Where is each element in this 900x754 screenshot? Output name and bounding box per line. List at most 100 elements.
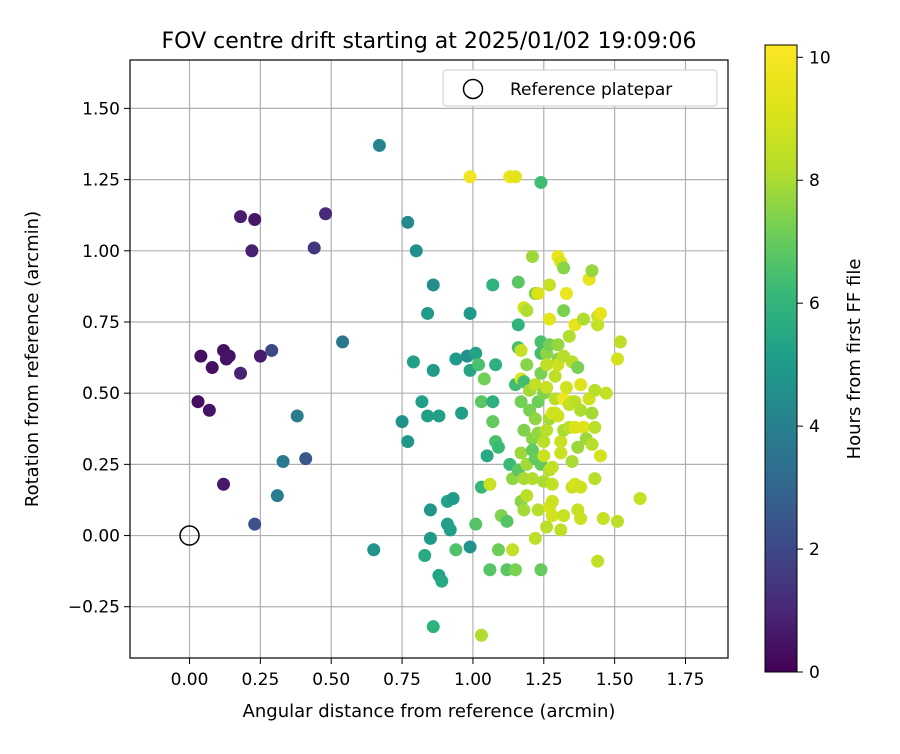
data-point [534,563,548,577]
data-point [554,435,568,449]
legend-box [442,69,718,107]
data-point [559,380,573,394]
data-point [205,361,219,375]
plot-frame [129,59,729,659]
data-point [500,514,514,528]
data-point [591,554,605,568]
data-point [540,520,554,534]
data-point [265,343,279,357]
x-tick-label: 1.75 [667,670,705,690]
data-point [415,395,429,409]
data-point [542,278,556,292]
data-point [557,304,571,318]
data-point [565,455,579,469]
data-point [520,304,534,318]
data-point [540,380,554,394]
data-point [423,503,437,517]
data-point [585,264,599,278]
data-point [421,306,435,320]
data-point [372,138,386,152]
data-point [248,517,262,531]
data-point [574,480,588,494]
data-point [576,312,590,326]
y-tick-label: 1.00 [82,242,120,262]
x-tick-label: 0.50 [312,670,350,690]
data-point [562,329,576,343]
y-tick-label: 0.25 [82,455,120,475]
data-point [610,352,624,366]
data-point [528,531,542,545]
data-point [525,249,539,263]
data-point [234,366,248,380]
data-point [545,494,559,508]
data-point [234,210,248,224]
data-point [463,540,477,554]
colorbar-tick-label: 8 [809,171,820,191]
data-point [517,503,531,517]
data-point [486,395,500,409]
data-point [248,212,262,226]
data-point [571,361,585,375]
axes-frame [129,59,729,659]
x-tick-label: 1.00 [454,670,492,690]
data-point [588,383,602,397]
data-point [548,369,562,383]
data-point [191,395,205,409]
data-point [508,170,522,184]
reference-marker [179,525,200,546]
data-point [531,503,545,517]
data-point [336,335,350,349]
data-point [194,349,208,363]
x-tick-label: 0.00 [171,670,209,690]
data-point [307,241,321,255]
data-point [540,423,554,437]
x-tick-label: 1.50 [596,670,634,690]
data-point [202,403,216,417]
data-point [421,409,435,423]
data-point [253,349,267,363]
data-point [483,477,497,491]
data-point [486,278,500,292]
data-point [463,170,477,184]
data-point [545,509,559,523]
grid [130,60,728,658]
data-point [574,511,588,525]
data-point [469,517,483,531]
data-point [537,449,551,463]
data-point [426,278,440,292]
colorbar-tick-label: 10 [809,48,831,68]
data-point [401,215,415,229]
data-point [557,509,571,523]
data-point [610,514,624,528]
colorbar-ticks: 0 2 4 6 8 10 [797,48,831,683]
data-point [426,620,440,634]
data-point [486,415,500,429]
data-point [217,477,231,491]
data-point [528,378,542,392]
data-point [514,395,528,409]
data-point [534,175,548,189]
data-point [596,511,610,525]
data-point [449,543,463,557]
data-point [520,358,534,372]
colorbar-gradient [764,44,798,673]
data-point [489,358,503,372]
data-point [520,489,534,503]
data-point [491,543,505,557]
data-point [574,378,588,392]
colorbar-tick-label: 4 [809,417,820,437]
data-point [406,355,420,369]
data-point [551,338,565,352]
data-point [418,548,432,562]
data-point [514,446,528,460]
data-point [557,261,571,275]
data-point [245,244,259,258]
data-point [613,335,627,349]
x-axis-label: Angular distance from reference (arcmin) [243,701,616,722]
data-point [585,437,599,451]
x-tick-label: 0.75 [383,670,421,690]
data-point [545,477,559,491]
data-point [525,472,539,486]
data-point [593,449,607,463]
